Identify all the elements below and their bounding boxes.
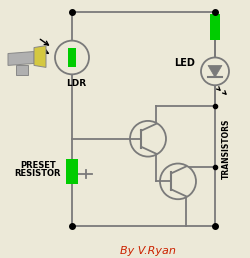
Text: RESISTOR: RESISTOR bbox=[15, 170, 61, 179]
Polygon shape bbox=[8, 52, 34, 66]
Polygon shape bbox=[34, 46, 46, 67]
Bar bbox=[209, 14, 219, 40]
Circle shape bbox=[130, 121, 165, 157]
Text: LED: LED bbox=[174, 58, 194, 68]
Text: TRANSISTORS: TRANSISTORS bbox=[220, 118, 230, 179]
Bar bbox=[16, 66, 28, 75]
Bar bbox=[66, 159, 78, 184]
Circle shape bbox=[55, 41, 89, 74]
Text: PRESET: PRESET bbox=[20, 160, 56, 170]
Circle shape bbox=[200, 58, 228, 85]
Text: By V.Ryan: By V.Ryan bbox=[120, 246, 175, 256]
Circle shape bbox=[159, 164, 195, 199]
Text: LDR: LDR bbox=[66, 79, 86, 88]
Bar bbox=[68, 47, 76, 67]
Polygon shape bbox=[207, 66, 221, 77]
